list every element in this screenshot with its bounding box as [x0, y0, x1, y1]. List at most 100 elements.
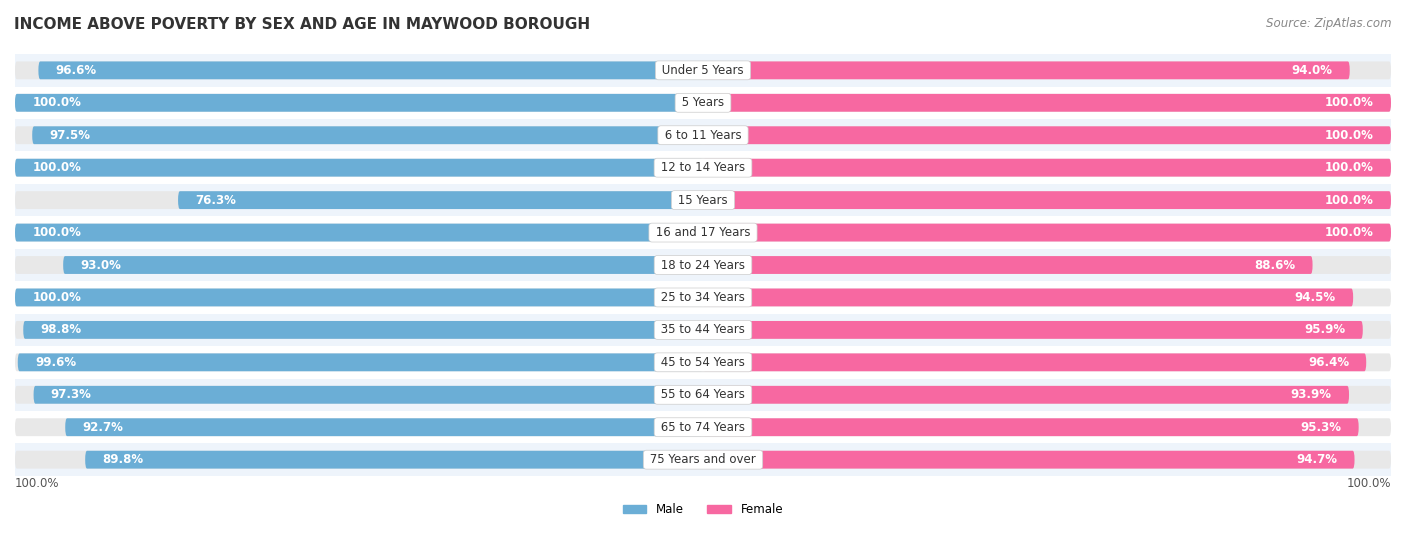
- Text: 35 to 44 Years: 35 to 44 Years: [657, 324, 749, 337]
- Bar: [15, 443, 1391, 476]
- FancyBboxPatch shape: [86, 451, 703, 468]
- FancyBboxPatch shape: [703, 321, 1362, 339]
- Text: 25 to 34 Years: 25 to 34 Years: [657, 291, 749, 304]
- FancyBboxPatch shape: [703, 418, 1358, 436]
- FancyBboxPatch shape: [34, 386, 703, 404]
- Text: 98.8%: 98.8%: [41, 324, 82, 337]
- FancyBboxPatch shape: [703, 94, 1391, 112]
- FancyBboxPatch shape: [703, 386, 1391, 404]
- Text: 96.4%: 96.4%: [1308, 356, 1348, 369]
- FancyBboxPatch shape: [703, 256, 1313, 274]
- Text: 76.3%: 76.3%: [195, 193, 236, 207]
- Legend: Male, Female: Male, Female: [619, 498, 787, 520]
- FancyBboxPatch shape: [703, 94, 1391, 112]
- Text: 99.6%: 99.6%: [35, 356, 76, 369]
- Text: 100.0%: 100.0%: [32, 226, 82, 239]
- Text: 88.6%: 88.6%: [1254, 258, 1295, 272]
- Text: 5 Years: 5 Years: [678, 96, 728, 110]
- Text: Under 5 Years: Under 5 Years: [658, 64, 748, 77]
- FancyBboxPatch shape: [703, 61, 1391, 79]
- FancyBboxPatch shape: [703, 321, 1391, 339]
- Bar: [15, 249, 1391, 281]
- Bar: [15, 216, 1391, 249]
- Text: 15 Years: 15 Years: [675, 193, 731, 207]
- FancyBboxPatch shape: [703, 191, 1391, 209]
- Text: 6 to 11 Years: 6 to 11 Years: [661, 129, 745, 142]
- FancyBboxPatch shape: [703, 451, 1391, 468]
- Text: 75 Years and over: 75 Years and over: [647, 453, 759, 466]
- Text: 94.5%: 94.5%: [1295, 291, 1336, 304]
- Bar: [15, 87, 1391, 119]
- FancyBboxPatch shape: [703, 191, 1391, 209]
- Text: 94.0%: 94.0%: [1292, 64, 1333, 77]
- FancyBboxPatch shape: [703, 126, 1391, 144]
- Text: INCOME ABOVE POVERTY BY SEX AND AGE IN MAYWOOD BOROUGH: INCOME ABOVE POVERTY BY SEX AND AGE IN M…: [14, 17, 591, 32]
- FancyBboxPatch shape: [15, 61, 703, 79]
- FancyBboxPatch shape: [703, 256, 1391, 274]
- FancyBboxPatch shape: [15, 224, 703, 241]
- Text: Source: ZipAtlas.com: Source: ZipAtlas.com: [1267, 17, 1392, 30]
- FancyBboxPatch shape: [703, 224, 1391, 241]
- Text: 16 and 17 Years: 16 and 17 Years: [652, 226, 754, 239]
- FancyBboxPatch shape: [65, 418, 703, 436]
- Text: 100.0%: 100.0%: [1324, 129, 1374, 142]
- Text: 95.9%: 95.9%: [1305, 324, 1346, 337]
- FancyBboxPatch shape: [703, 159, 1391, 177]
- Bar: [15, 54, 1391, 87]
- Bar: [15, 314, 1391, 346]
- Bar: [15, 411, 1391, 443]
- Bar: [15, 346, 1391, 378]
- Text: 12 to 14 Years: 12 to 14 Years: [657, 161, 749, 174]
- Text: 97.5%: 97.5%: [49, 129, 90, 142]
- FancyBboxPatch shape: [24, 321, 703, 339]
- FancyBboxPatch shape: [15, 418, 703, 436]
- FancyBboxPatch shape: [18, 353, 703, 371]
- Text: 100.0%: 100.0%: [32, 96, 82, 110]
- Text: 100.0%: 100.0%: [15, 476, 59, 490]
- Text: 100.0%: 100.0%: [1324, 161, 1374, 174]
- FancyBboxPatch shape: [15, 353, 703, 371]
- Text: 100.0%: 100.0%: [1324, 193, 1374, 207]
- Bar: [15, 184, 1391, 216]
- Text: 96.6%: 96.6%: [56, 64, 97, 77]
- FancyBboxPatch shape: [703, 224, 1391, 241]
- Text: 65 to 74 Years: 65 to 74 Years: [657, 421, 749, 434]
- FancyBboxPatch shape: [15, 94, 703, 112]
- Bar: [15, 281, 1391, 314]
- FancyBboxPatch shape: [15, 288, 703, 306]
- FancyBboxPatch shape: [15, 321, 703, 339]
- FancyBboxPatch shape: [703, 288, 1391, 306]
- Text: 95.3%: 95.3%: [1301, 421, 1341, 434]
- FancyBboxPatch shape: [703, 353, 1391, 371]
- FancyBboxPatch shape: [703, 159, 1391, 177]
- Bar: [15, 378, 1391, 411]
- Text: 18 to 24 Years: 18 to 24 Years: [657, 258, 749, 272]
- FancyBboxPatch shape: [15, 191, 703, 209]
- Text: 93.9%: 93.9%: [1291, 389, 1331, 401]
- Bar: [15, 151, 1391, 184]
- Text: 100.0%: 100.0%: [1324, 96, 1374, 110]
- Text: 89.8%: 89.8%: [103, 453, 143, 466]
- FancyBboxPatch shape: [15, 386, 703, 404]
- Text: 100.0%: 100.0%: [32, 291, 82, 304]
- FancyBboxPatch shape: [63, 256, 703, 274]
- Text: 45 to 54 Years: 45 to 54 Years: [657, 356, 749, 369]
- Text: 97.3%: 97.3%: [51, 389, 91, 401]
- Text: 100.0%: 100.0%: [1324, 226, 1374, 239]
- FancyBboxPatch shape: [703, 288, 1353, 306]
- Text: 55 to 64 Years: 55 to 64 Years: [657, 389, 749, 401]
- FancyBboxPatch shape: [15, 224, 703, 241]
- Text: 100.0%: 100.0%: [1347, 476, 1391, 490]
- FancyBboxPatch shape: [703, 61, 1350, 79]
- FancyBboxPatch shape: [15, 159, 703, 177]
- FancyBboxPatch shape: [15, 159, 703, 177]
- Text: 93.0%: 93.0%: [80, 258, 121, 272]
- FancyBboxPatch shape: [15, 256, 703, 274]
- Text: 92.7%: 92.7%: [83, 421, 124, 434]
- FancyBboxPatch shape: [703, 386, 1348, 404]
- Bar: [15, 119, 1391, 151]
- FancyBboxPatch shape: [703, 126, 1391, 144]
- FancyBboxPatch shape: [32, 126, 703, 144]
- FancyBboxPatch shape: [703, 451, 1354, 468]
- FancyBboxPatch shape: [15, 126, 703, 144]
